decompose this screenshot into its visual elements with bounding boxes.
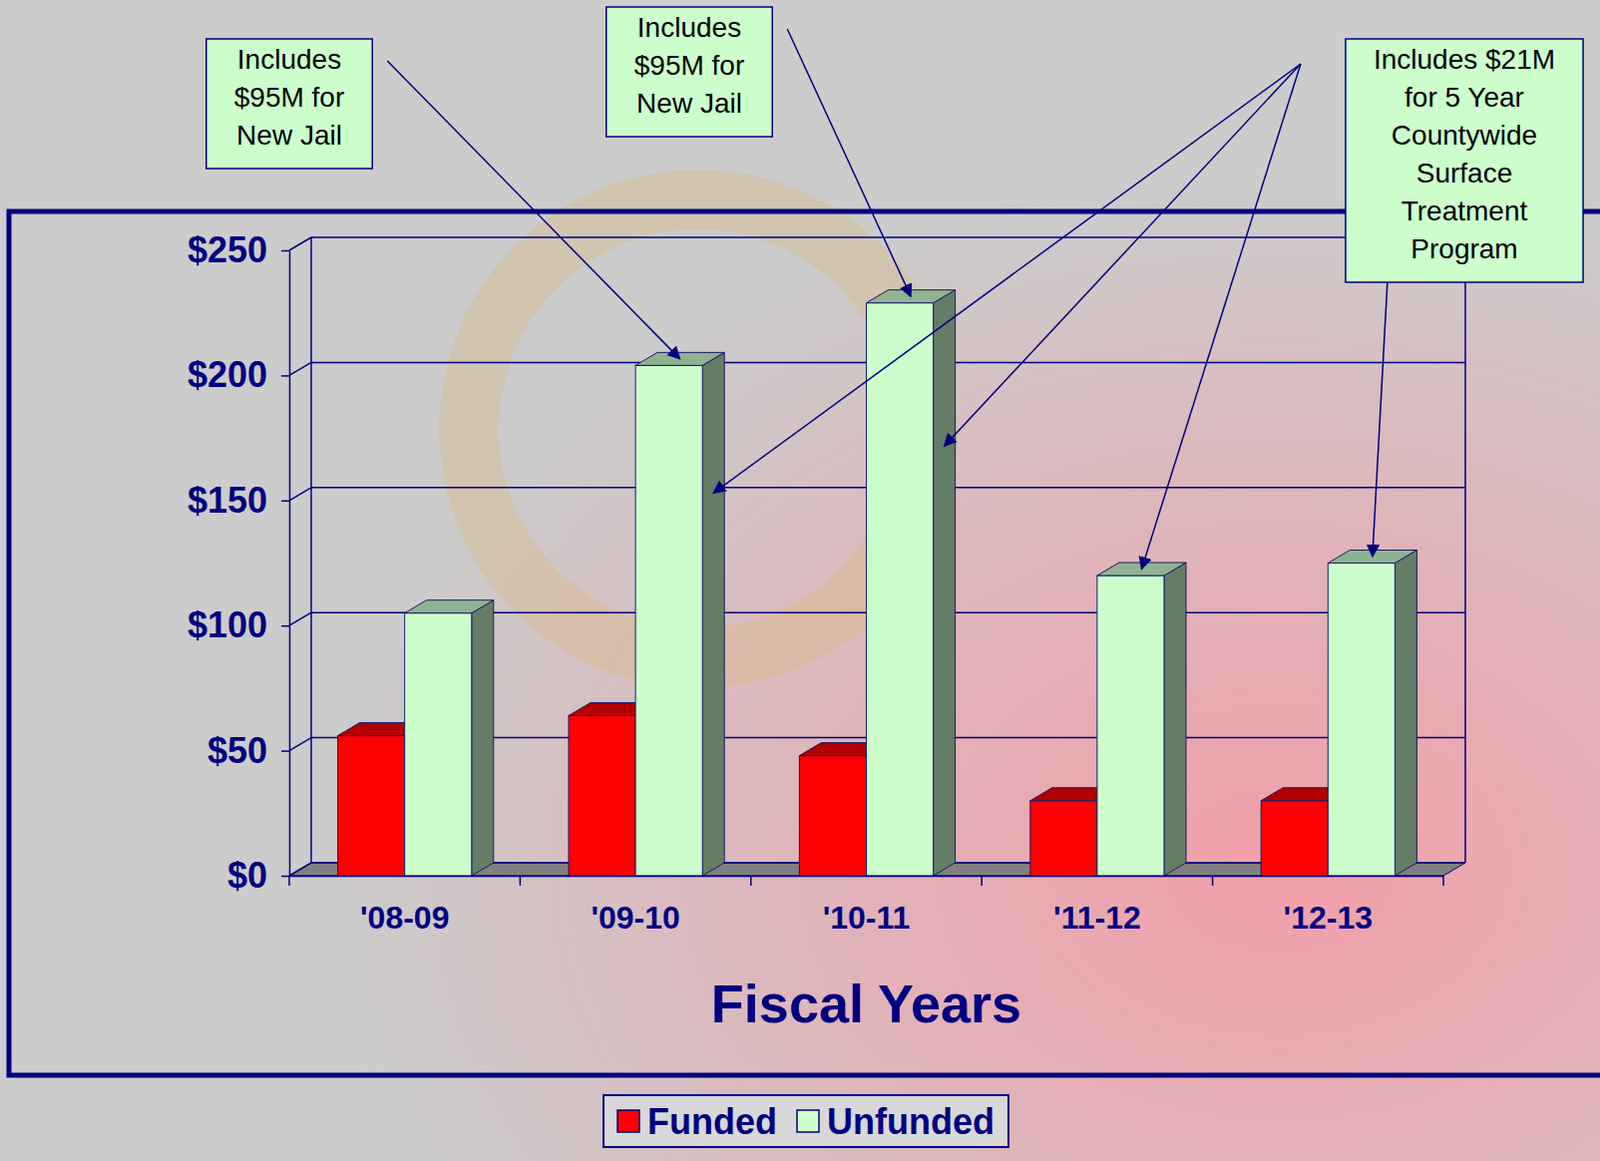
- x-boundary-tick: [519, 875, 522, 886]
- grid-line: [311, 236, 1466, 239]
- plot-frame: [8, 211, 1600, 1076]
- bar-side: [471, 600, 494, 876]
- y-tick: $100: [187, 604, 290, 646]
- annotation-arrow: [713, 63, 1301, 493]
- legend-item: Unfunded: [797, 1101, 995, 1143]
- bar-group: [404, 600, 494, 876]
- legend-label: Unfunded: [826, 1101, 995, 1143]
- bars: [338, 290, 1418, 876]
- x-tick: '09-10: [590, 899, 680, 936]
- bar-group: [866, 290, 956, 876]
- y-tick-mark: [281, 500, 290, 503]
- bar: [1327, 563, 1395, 877]
- bar: [1097, 575, 1165, 876]
- annotation-arrow: [787, 28, 911, 297]
- bar: [799, 756, 866, 876]
- y-tick: $0: [227, 854, 290, 896]
- annotation-text: Includes $21Mfor 5 YearCountywideSurface…: [1373, 43, 1556, 265]
- y-tick-label: $200: [187, 354, 268, 396]
- y-tick-mark: [281, 375, 290, 378]
- x-tick: '11-12: [1053, 899, 1142, 936]
- legend-swatch: [797, 1110, 819, 1133]
- bar: [1030, 800, 1098, 876]
- x-tick: '08-09: [360, 899, 449, 936]
- y-tick-mark: [281, 625, 290, 628]
- x-tick-label: '09-10: [590, 899, 680, 936]
- y-tick-mark: [281, 875, 290, 878]
- bar-group: [1097, 562, 1187, 876]
- y-tick-label: $50: [207, 730, 268, 772]
- x-boundary-tick: [288, 875, 291, 886]
- x-tick-label: '08-09: [360, 899, 449, 936]
- x-tick-label: '12-13: [1283, 899, 1373, 936]
- annotation-arrows: [387, 28, 1388, 570]
- x-tick-label: '11-12: [1053, 899, 1142, 936]
- bar-side: [1164, 562, 1187, 876]
- y-tick-label: $150: [187, 479, 268, 521]
- annotations: Includes$95M forNew Jail Includes$95M for…: [206, 6, 1584, 283]
- back-wall-edge: [310, 237, 313, 863]
- grid-connector: [289, 738, 312, 752]
- annotation-arrow: [1372, 282, 1388, 557]
- grid-connector: [289, 487, 312, 501]
- y-tick-label: $0: [227, 854, 268, 896]
- annotation-box: [1345, 38, 1584, 283]
- grid-connector: [289, 237, 312, 251]
- x-axis-title: Fiscal Years: [711, 973, 1022, 1034]
- x-tick: '10-11: [822, 899, 911, 936]
- annotation-box: [206, 38, 374, 169]
- annotation-arrow: [1141, 63, 1300, 570]
- bar: [568, 715, 636, 876]
- legend-label: Funded: [647, 1101, 778, 1143]
- x-boundary-tick: [980, 875, 983, 886]
- x-tick-label: '10-11: [822, 899, 911, 936]
- y-tick-mark: [281, 750, 290, 753]
- annotation: Includes$95M forNew Jail: [606, 6, 774, 137]
- x-boundary-tick: [750, 875, 753, 886]
- chart: $0$50$100$150$200$250'08-09'09-10'10-11'…: [0, 0, 1600, 1161]
- background: [0, 0, 1600, 1161]
- y-tick-label: $250: [187, 229, 268, 271]
- bar-side: [702, 352, 725, 876]
- annotation: Includes$95M forNew Jail: [206, 38, 374, 169]
- y-tick: $250: [187, 229, 290, 271]
- annotation-arrow: [944, 63, 1301, 446]
- annotation-text: Includes$95M forNew Jail: [234, 43, 346, 151]
- x-boundary-tick: [1442, 875, 1445, 886]
- legend-swatch: [617, 1110, 640, 1133]
- grid-connector: [289, 862, 312, 876]
- bar-group: [1327, 550, 1417, 877]
- y-axis-line: [289, 251, 292, 877]
- legend-box: [603, 1095, 1009, 1148]
- bar-group: [635, 352, 725, 876]
- legend-item: Funded: [617, 1101, 778, 1143]
- x-axis: '08-09 '09-10 '10-11 '11-12 '12-13: [289, 875, 1445, 936]
- y-axis: $0 $50 $100 $150 $200 $250: [187, 229, 291, 896]
- bar: [404, 613, 472, 876]
- bar-side: [933, 290, 956, 876]
- grid-connector: [289, 612, 312, 626]
- bar-side: [1394, 550, 1417, 877]
- y-tick: $200: [187, 354, 290, 396]
- bar: [338, 736, 405, 876]
- y-tick-label: $100: [187, 604, 268, 646]
- legend: Funded Unfunded: [603, 1095, 1009, 1148]
- y-tick: $50: [207, 730, 290, 772]
- annotation: Includes $21Mfor 5 YearCountywideSurface…: [1345, 38, 1584, 283]
- back-wall-edge: [1464, 237, 1467, 863]
- bar: [635, 365, 703, 876]
- background-glow: [0, 0, 1600, 1161]
- grid-connector: [289, 362, 312, 376]
- annotation-box: [606, 6, 774, 137]
- x-boundary-tick: [1211, 875, 1214, 886]
- bar-top: [404, 600, 494, 614]
- annotation-text: Includes$95M forNew Jail: [634, 11, 746, 119]
- grid: [289, 237, 1466, 876]
- bar: [1260, 800, 1328, 876]
- x-tick: '12-13: [1283, 899, 1373, 936]
- x-axis-line: [290, 875, 1445, 878]
- y-tick-mark: [281, 250, 290, 253]
- y-tick: $150: [187, 479, 290, 521]
- bar: [866, 303, 934, 876]
